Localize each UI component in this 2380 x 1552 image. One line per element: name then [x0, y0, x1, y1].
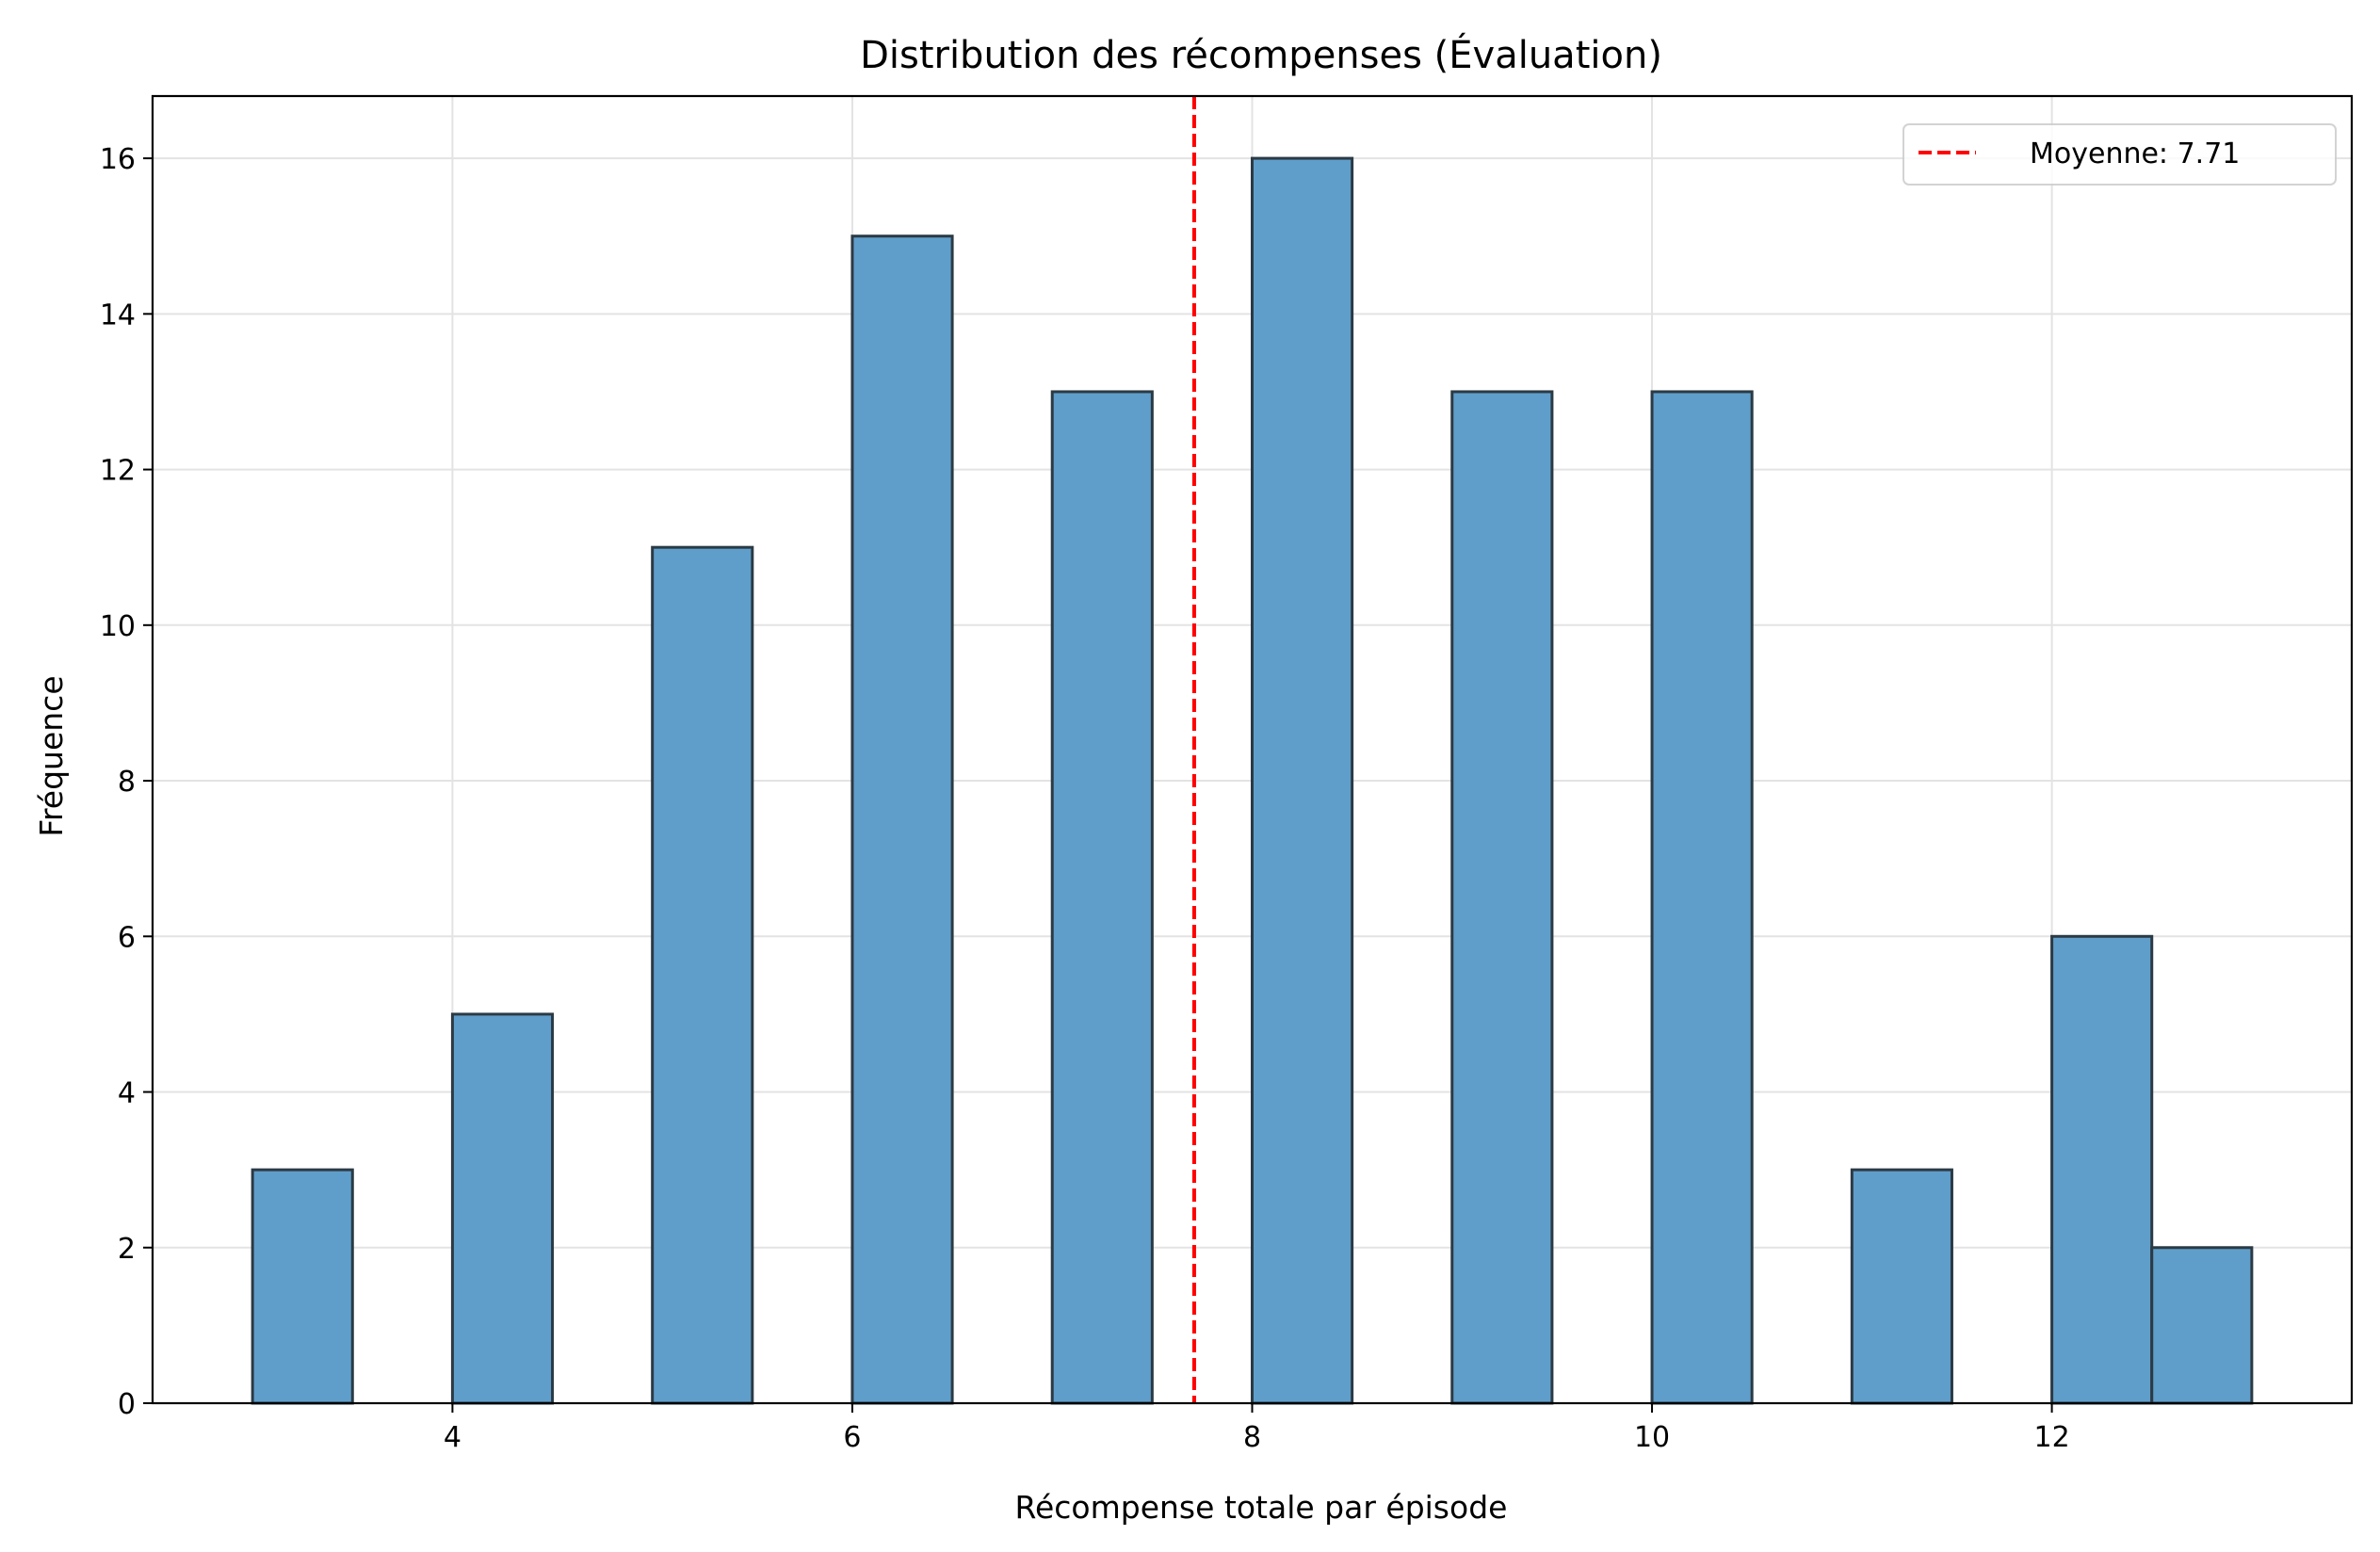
y-tick-label: 4 [118, 1077, 136, 1110]
y-tick-label: 10 [100, 610, 136, 643]
histogram-bar [1650, 390, 1754, 1405]
histogram-bar [850, 234, 954, 1405]
y-tick-label: 6 [118, 921, 136, 954]
y-tick-label: 14 [100, 299, 136, 331]
legend-label-mean: Moyenne: 7.71 [2030, 137, 2240, 170]
histogram-bar [2050, 934, 2154, 1405]
legend: Moyenne: 7.71 [1902, 123, 2337, 186]
x-tick-label: 4 [444, 1421, 461, 1454]
histogram-bar [1450, 390, 1554, 1405]
histogram-bar [251, 1168, 354, 1405]
y-tick-label: 2 [118, 1233, 136, 1266]
chart-title: Distribution des récompenses (Évaluation… [860, 32, 1662, 77]
y-axis-label: Fréquence [33, 675, 70, 836]
histogram-bar [1251, 156, 1354, 1405]
histogram-bar [651, 545, 754, 1405]
y-tick-label: 0 [118, 1388, 136, 1421]
legend-box [1902, 123, 2337, 186]
y-tick-label: 16 [100, 143, 136, 176]
histogram-bar [450, 1012, 555, 1405]
histogram-bar [2150, 1246, 2254, 1405]
y-tick-label: 12 [100, 455, 136, 488]
x-tick-label: 10 [1634, 1421, 1670, 1454]
x-axis-ticks: 4 6 8 10 12 [444, 1403, 2070, 1454]
histogram-bar [1050, 390, 1154, 1405]
histogram-bar [1850, 1168, 1953, 1405]
x-tick-label: 12 [2033, 1421, 2069, 1454]
x-axis-label: Récompense totale par épisode [1015, 1489, 1508, 1526]
y-axis-ticks: 0 2 4 6 8 10 12 14 16 [100, 143, 153, 1421]
x-tick-label: 8 [1243, 1421, 1261, 1454]
x-tick-label: 6 [843, 1421, 861, 1454]
y-tick-label: 8 [118, 766, 136, 799]
bars [251, 156, 2254, 1405]
